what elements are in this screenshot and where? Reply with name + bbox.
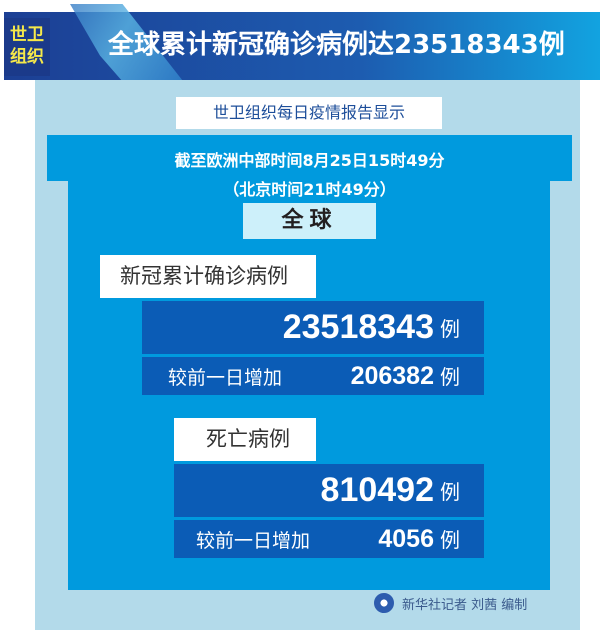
badge-line2: 组织 bbox=[10, 47, 44, 67]
cases-increase-unit: 例 bbox=[440, 365, 460, 389]
who-badge: 世卫 组织 bbox=[4, 18, 50, 76]
credit-text: 新华社记者 刘茜 编制 bbox=[402, 597, 528, 613]
deaths-label: 死亡病例 bbox=[174, 418, 316, 461]
xinhua-logo-icon bbox=[374, 593, 394, 613]
deaths-unit: 例 bbox=[440, 480, 460, 504]
cases-compare-label: 较前一日增加 bbox=[168, 366, 283, 389]
deaths-total: 810492 bbox=[320, 471, 434, 509]
subtitle: 世卫组织每日疫情报告显示 bbox=[176, 97, 442, 129]
time-cet: 截至欧洲中部时间8月25日15时49分 bbox=[174, 151, 445, 170]
deaths-increase-unit: 例 bbox=[440, 528, 460, 552]
cases-total: 23518343 bbox=[282, 308, 434, 346]
page-title: 全球累计新冠确诊病例达23518343例 bbox=[108, 30, 565, 60]
time-beijing: （北京时间21时49分） bbox=[223, 180, 396, 199]
cases-increase-box: 较前一日增加 206382 例 bbox=[142, 357, 484, 395]
cases-unit: 例 bbox=[440, 317, 460, 341]
deaths-compare-label: 较前一日增加 bbox=[196, 529, 311, 552]
deaths-increase: 4056 bbox=[378, 525, 434, 553]
credit: 新华社记者 刘茜 编制 bbox=[374, 593, 527, 613]
region-label: 全球 bbox=[243, 203, 376, 239]
cases-increase: 206382 bbox=[350, 362, 434, 390]
deaths-increase-box: 较前一日增加 4056 例 bbox=[174, 520, 484, 558]
cases-total-box: 23518343 例 bbox=[142, 301, 484, 354]
deaths-total-box: 810492 例 bbox=[174, 464, 484, 517]
badge-line1: 世卫 bbox=[10, 25, 44, 45]
cases-label: 新冠累计确诊病例 bbox=[100, 255, 316, 298]
